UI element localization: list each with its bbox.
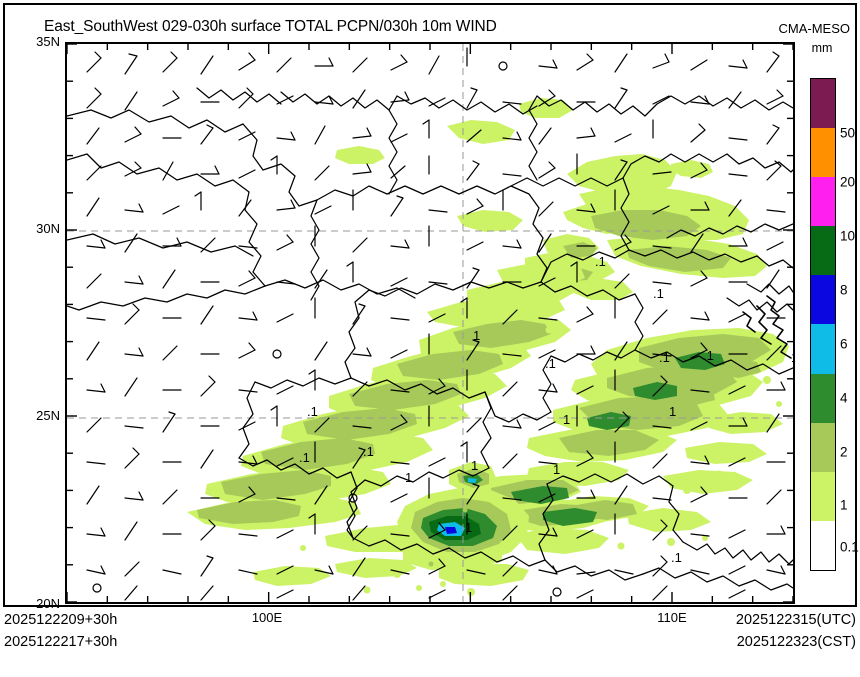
svg-text:1: 1 bbox=[791, 350, 793, 365]
colorbar-segment-7 bbox=[811, 422, 835, 472]
map-plot-area[interactable]: .1 .1 .1 1 .1 1 .1 .1 .1 1 1 .1 .1 1 1 1 bbox=[65, 42, 795, 604]
svg-text:1: 1 bbox=[669, 404, 676, 419]
svg-text:.1: .1 bbox=[545, 356, 556, 371]
colorbar-segment-2 bbox=[811, 177, 835, 227]
colorbar-tick-8: 8 bbox=[840, 282, 848, 298]
colorbar-segment-0 bbox=[811, 79, 835, 129]
colorbar-segment-5 bbox=[811, 324, 835, 374]
svg-text:.1: .1 bbox=[671, 550, 682, 565]
colorbar-segment-3 bbox=[811, 226, 835, 276]
ytick-label-20n: 20N bbox=[36, 596, 60, 611]
svg-text:.1: .1 bbox=[363, 444, 374, 459]
svg-text:1: 1 bbox=[465, 520, 472, 535]
model-label: CMA-MESO bbox=[778, 21, 851, 36]
svg-text:.1: .1 bbox=[659, 350, 670, 365]
xtick-label-110e: 110E bbox=[657, 610, 687, 625]
colorbar-segment-4 bbox=[811, 275, 835, 325]
svg-text:.1: .1 bbox=[307, 404, 318, 419]
ytick-label-30n: 30N bbox=[36, 221, 60, 236]
wind-barbs bbox=[86, 47, 786, 601]
colorbar-tick-10: 10 bbox=[840, 228, 856, 244]
colorbar-tick-0.1: 0.1 bbox=[840, 539, 859, 555]
svg-text:1: 1 bbox=[473, 328, 480, 343]
colorbar-tick-1: 1 bbox=[840, 497, 848, 513]
svg-text:1: 1 bbox=[563, 412, 570, 427]
colorbar-tick-6: 6 bbox=[840, 336, 848, 352]
page-title: East_SouthWest 029-030h surface TOTAL PC… bbox=[44, 18, 497, 35]
colorbar-tick-50: 50 bbox=[840, 125, 856, 141]
svg-text:1: 1 bbox=[471, 458, 478, 473]
gridlines bbox=[67, 44, 793, 602]
svg-text:1: 1 bbox=[553, 462, 560, 477]
svg-text:1: 1 bbox=[405, 470, 412, 485]
map-borders bbox=[67, 87, 793, 591]
ytick-label-25n: 25N bbox=[36, 408, 60, 423]
svg-text:.1: .1 bbox=[653, 286, 664, 301]
colorbar-segment-6 bbox=[811, 373, 835, 423]
ytick-label-35n: 35N bbox=[36, 34, 60, 49]
colorbar-segment-1 bbox=[811, 128, 835, 178]
colorbar[interactable] bbox=[810, 78, 836, 571]
footer-valid-utc: 2025122315(UTC) bbox=[735, 612, 856, 628]
colorbar-segment-8 bbox=[811, 471, 835, 521]
svg-text:.1: .1 bbox=[595, 254, 606, 269]
footer-init-cst: 2025122217+30h bbox=[4, 634, 118, 650]
colorbar-tick-20: 20 bbox=[840, 174, 856, 190]
contour-labels: .1 .1 .1 1 .1 1 .1 .1 .1 1 1 .1 .1 1 1 1 bbox=[299, 254, 793, 565]
footer-valid-cst: 2025122323(CST) bbox=[736, 634, 856, 650]
svg-text:.1: .1 bbox=[703, 348, 714, 363]
colorbar-tick-2: 2 bbox=[840, 444, 848, 460]
colorbar-unit-label: mm bbox=[811, 41, 833, 55]
axis-ticks bbox=[67, 44, 793, 602]
colorbar-segment-9 bbox=[811, 520, 835, 570]
svg-text:.1: .1 bbox=[299, 450, 310, 465]
footer-init-utc: 2025122209+30h bbox=[4, 612, 118, 628]
xtick-label-100e: 100E bbox=[251, 610, 283, 625]
colorbar-tick-4: 4 bbox=[840, 390, 848, 406]
